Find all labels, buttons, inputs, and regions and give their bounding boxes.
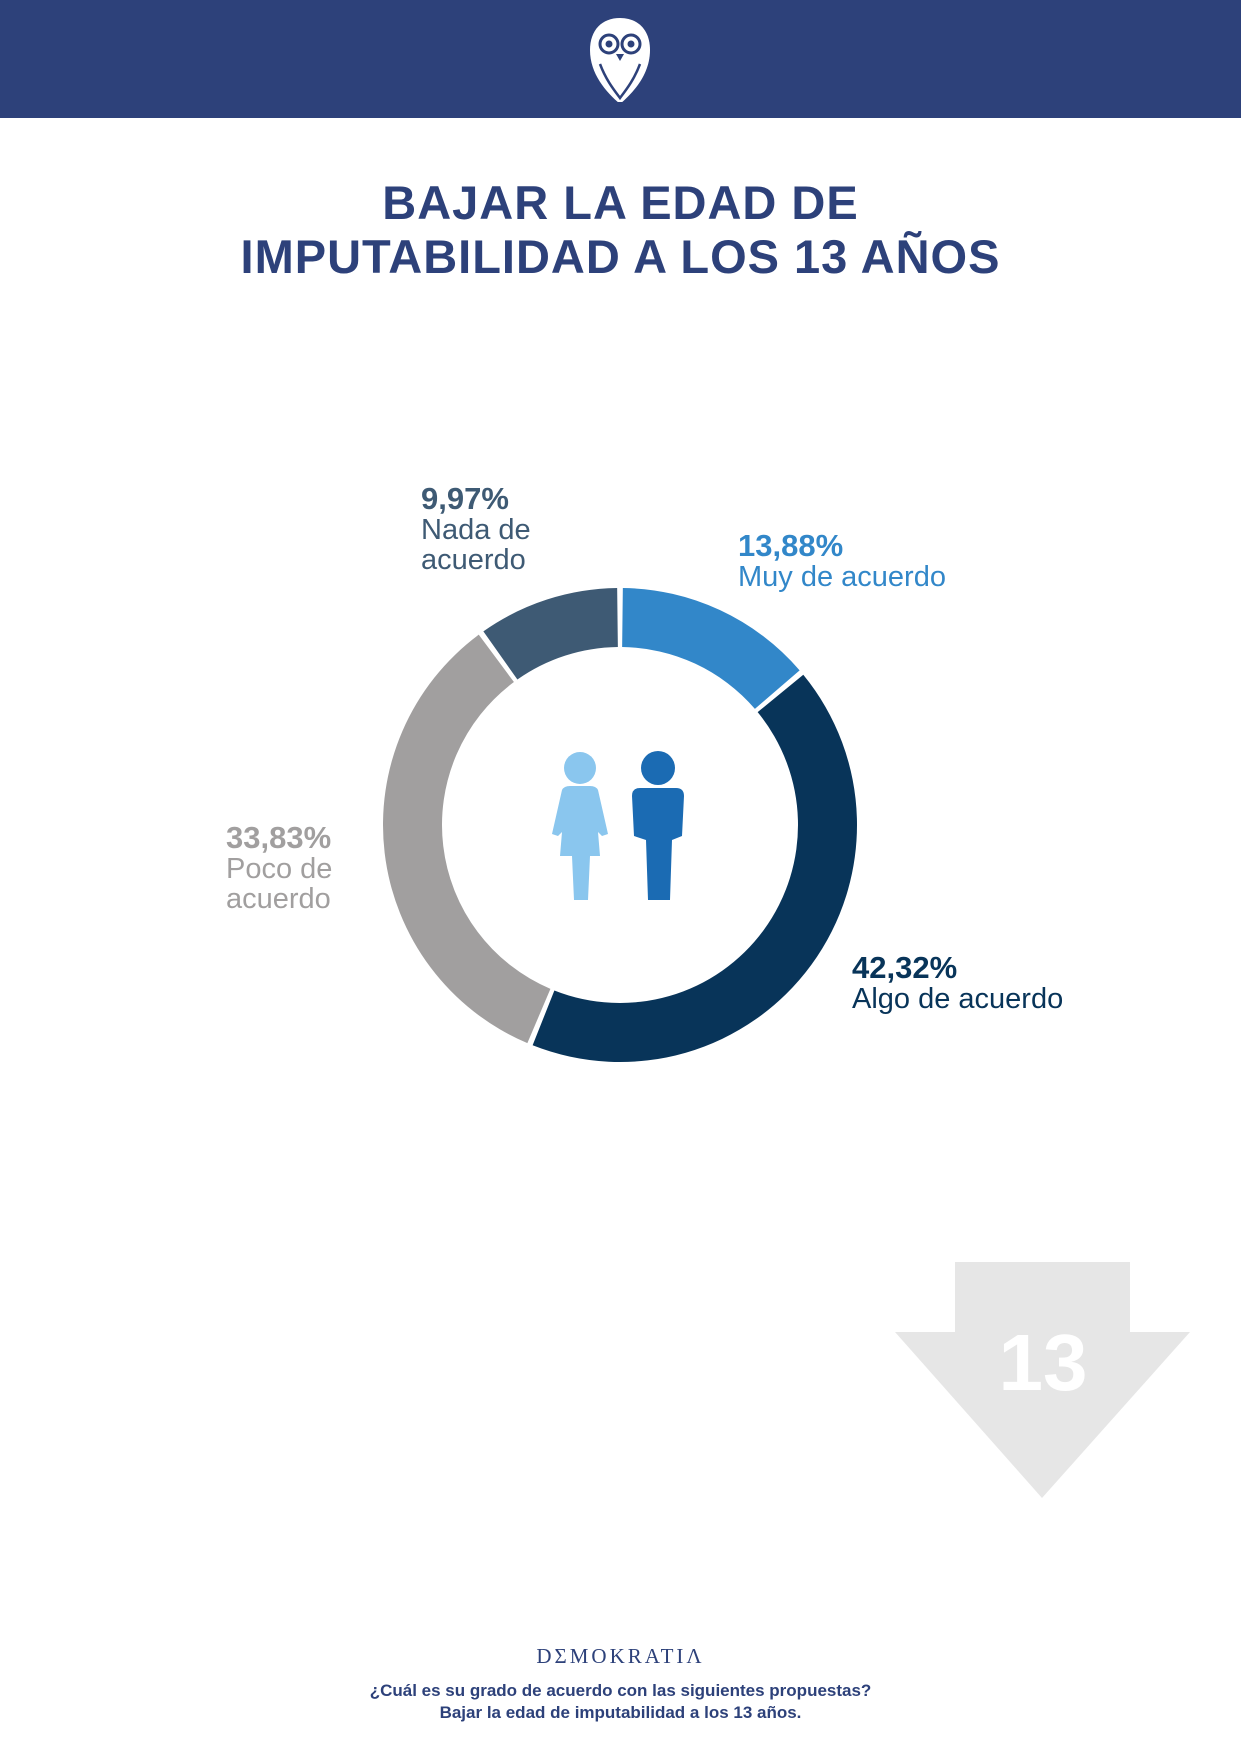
brand-name: DΣMOKRATIΛ [536,1644,705,1668]
title-line-1: BAJAR LA EDAD DE [382,176,859,229]
slice-poco-de-acuerdo [383,634,551,1044]
arrow-number: 13 [999,1318,1088,1407]
slice-nada-de-acuerdo [483,588,618,680]
label-algo-de-acuerdo: 42,32% Algo de acuerdo [852,950,1064,1015]
man-icon [632,751,684,900]
category-label-muy-de-acuerdo: Muy de acuerdo [738,561,946,593]
value-label-nada-de-acuerdo: 9,97% [421,481,509,516]
category-label-nada-de-acuerdo: Nada de acuerdo [421,514,531,576]
label-nada-de-acuerdo: 9,97% Nada de acuerdo [421,481,531,576]
title-line-2: IMPUTABILIDAD A LOS 13 AÑOS [240,230,1001,283]
value-label-algo-de-acuerdo: 42,32% [852,950,958,985]
donut-chart [383,588,857,1062]
category-label-poco-de-acuerdo: Poco de acuerdo [226,853,333,915]
slice-algo-de-acuerdo [532,674,857,1062]
footnote-proposal: Bajar la edad de imputabilidad a los 13 … [439,1703,802,1722]
slice-muy-de-acuerdo [622,588,800,709]
page-title: BAJAR LA EDAD DE IMPUTABILIDAD A LOS 13 … [0,176,1241,284]
category-label-algo-de-acuerdo: Algo de acuerdo [852,983,1064,1015]
people-icon [552,751,684,900]
down-arrow-icon: 13 [895,1262,1190,1498]
footnote-question: ¿Cuál es su grado de acuerdo con las sig… [369,1681,872,1700]
value-label-muy-de-acuerdo: 13,88% [738,528,844,563]
value-label-poco-de-acuerdo: 33,83% [226,820,332,855]
woman-icon [552,752,608,900]
label-muy-de-acuerdo: 13,88% Muy de acuerdo [738,528,946,593]
footnote: ¿Cuál es su grado de acuerdo con las sig… [0,1680,1241,1724]
header-bar [0,0,1241,118]
label-poco-de-acuerdo: 33,83% Poco de acuerdo [226,820,333,915]
owl-icon [590,18,650,104]
